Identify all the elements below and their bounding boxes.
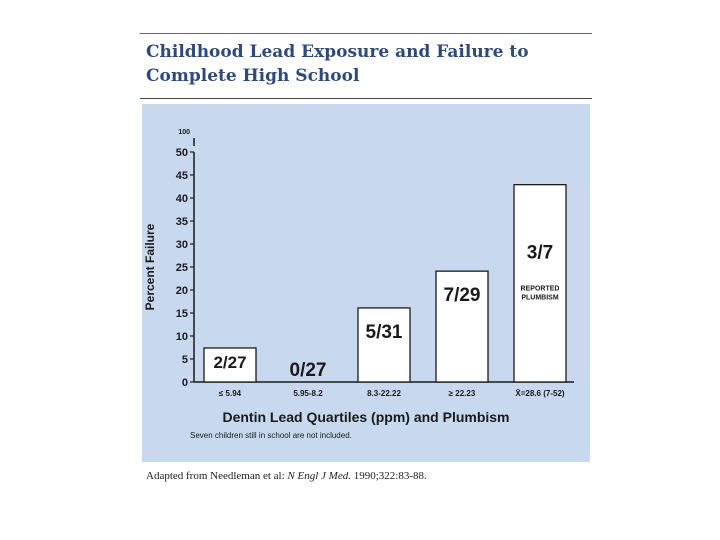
source-details: 1990;322:83-88. bbox=[353, 470, 427, 482]
bar bbox=[513, 184, 567, 383]
y-tick-label: 40 bbox=[176, 193, 188, 205]
bar bbox=[203, 347, 257, 383]
source-prefix: Adapted from Needleman et al: bbox=[146, 470, 285, 482]
y-tick-label: 15 bbox=[176, 308, 188, 320]
chart-footnote: Seven children still in school are not i… bbox=[190, 431, 352, 440]
bar-data-label: 2/27 bbox=[213, 353, 246, 372]
bar-annotation: PLUMBISM bbox=[521, 295, 559, 302]
y-tick-label: 20 bbox=[176, 285, 188, 297]
bar-annotation: REPORTED bbox=[521, 286, 560, 293]
x-tick-label: ≤ 5.94 bbox=[219, 389, 242, 398]
y-tick-label: 45 bbox=[176, 170, 188, 182]
y-tick-label: 25 bbox=[176, 262, 188, 274]
x-axis-label: Dentin Lead Quartiles (ppm) and Plumbism bbox=[222, 409, 509, 425]
top-rule bbox=[140, 33, 592, 34]
title-rule bbox=[140, 98, 592, 99]
bar-data-label: 3/7 bbox=[527, 243, 553, 264]
x-tick-label: X̄=28.6 (7-52) bbox=[515, 389, 564, 398]
y-axis-label: Percent Failure bbox=[143, 223, 157, 310]
y-tick-label: 0 bbox=[182, 377, 188, 389]
page-title: Childhood Lead Exposure and Failure to C… bbox=[146, 42, 529, 86]
bar-data-label: 5/31 bbox=[366, 322, 403, 343]
y-tick-label: 5 bbox=[182, 354, 188, 366]
bar bbox=[357, 307, 411, 383]
y-tick-label-break: 100 bbox=[178, 129, 190, 136]
x-tick-label: 8.3-22.22 bbox=[367, 389, 401, 398]
bar-data-label: 7/29 bbox=[444, 285, 481, 306]
bar-data-label: 0/27 bbox=[290, 360, 327, 381]
y-tick-label: 30 bbox=[176, 239, 188, 251]
x-tick-label: ≥ 22.23 bbox=[449, 389, 476, 398]
y-tick-label: 10 bbox=[176, 331, 188, 343]
source-journal: N Engl J Med. bbox=[287, 470, 351, 482]
source-citation: Adapted from Needleman et al: N Engl J M… bbox=[146, 470, 427, 482]
x-tick-label: 5.95-8.2 bbox=[293, 389, 323, 398]
bar bbox=[435, 270, 489, 383]
y-tick-label: 50 bbox=[176, 147, 188, 159]
y-tick-label: 35 bbox=[176, 216, 188, 228]
bar-chart: 100 0 5 10 15 20 25 30 35 40 45 50 Percent Failure 2/… bbox=[143, 129, 574, 440]
